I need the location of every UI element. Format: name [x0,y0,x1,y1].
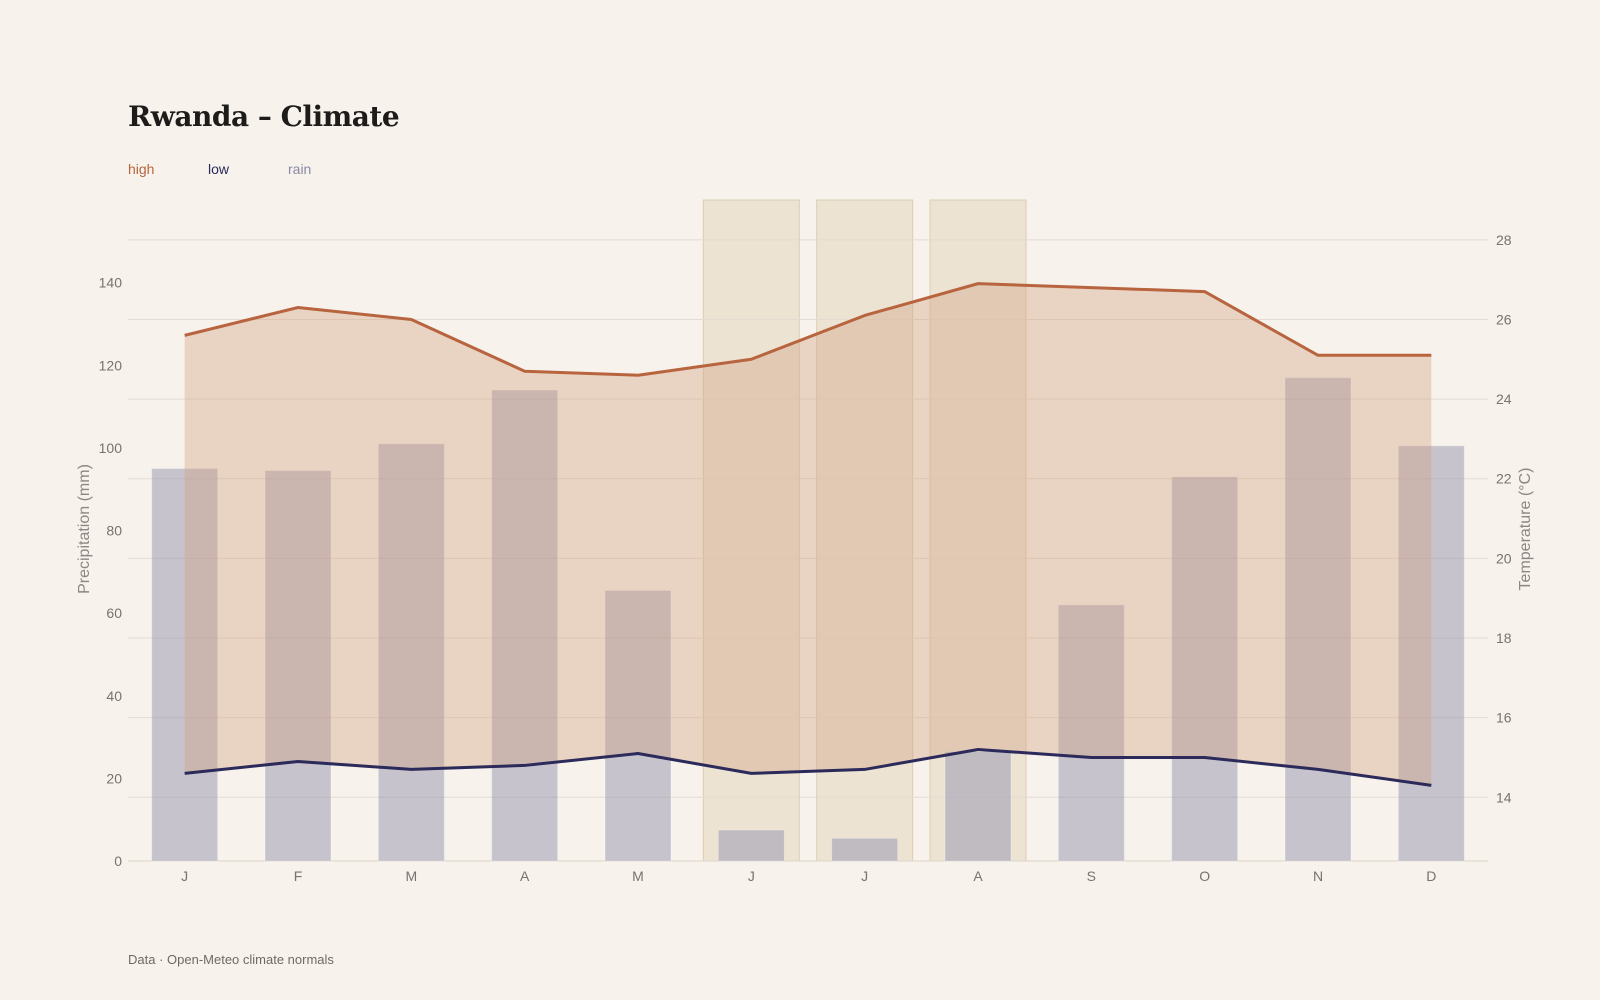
rain-bar-3 [491,389,559,862]
y-left-tick-label: 60 [106,605,122,621]
temperature-band [184,283,1432,786]
rain-bar-6 [831,837,899,862]
x-tick-label: A [520,868,530,884]
y-right-tick-label: 22 [1496,471,1512,487]
temp-lines-layer [184,282,1432,787]
x-tick-label: J [748,868,755,884]
x-tick-label: D [1426,868,1436,884]
y-left-tick-label: 80 [106,523,122,539]
x-tick-label: S [1087,868,1096,884]
y-right-tick-label: 28 [1496,232,1512,248]
legend: high low rain [128,161,368,177]
y-left-tick-label: 140 [99,275,123,291]
rain-bar-2 [377,443,445,862]
y-left-tick-label: 0 [114,853,122,869]
dry-season-band-5 [702,199,800,862]
y-right-tick-label: 26 [1496,311,1512,327]
data-source: Data · Open-Meteo climate normals [128,952,334,967]
x-tick-label: M [405,868,417,884]
x-tick-label: J [861,868,868,884]
rain-bar-5 [717,829,785,862]
rain-bar-7 [944,751,1012,862]
legend-rain: rain [288,161,312,177]
x-tick-label: J [181,868,188,884]
rain-bar-8 [1057,604,1125,862]
y-left-tick-label: 40 [106,688,122,704]
tick-labels-layer: J F M A M J J A S O N D 0 20 40 60 80 100 120 140 14 16 18 20 22… [99,232,1512,884]
y-left-tick-label: 20 [106,770,122,786]
low-temperature-line [184,748,1432,787]
legend-high: high [128,161,155,177]
y-left-tick-label: 100 [99,440,123,456]
y-right-tick-label: 16 [1496,710,1512,726]
grid-layer [128,239,1488,862]
rain-bar-1 [264,470,332,862]
dry-season-band-6 [816,199,914,862]
rain-bar-11 [1397,445,1465,862]
y-left-tick-label: 120 [99,357,123,373]
y-right-tick-label: 20 [1496,550,1512,566]
x-tick-label: O [1199,868,1210,884]
temp-band-layer [184,283,1432,786]
y-right-tick-label: 24 [1496,391,1512,407]
y-right-tick-label: 18 [1496,630,1512,646]
x-tick-label: F [294,868,303,884]
chart-title: Rwanda – Climate [128,100,400,133]
dry-season-layer [702,199,1027,862]
rain-bar-4 [604,589,672,862]
rain-bar-0 [151,468,219,862]
y-right-tick-label: 14 [1496,789,1512,805]
y-axis-right-title: Temperature (°C) [1517,468,1534,591]
x-tick-label: M [632,868,644,884]
rain-bar-9 [1171,476,1239,862]
high-temperature-line [184,282,1432,377]
legend-low: low [208,161,230,177]
y-axis-left-title: Precipitation (mm) [76,464,93,594]
x-tick-label: N [1313,868,1323,884]
x-tick-label: A [973,868,983,884]
rain-bar-10 [1284,377,1352,862]
rain-bars-layer [151,377,1465,862]
